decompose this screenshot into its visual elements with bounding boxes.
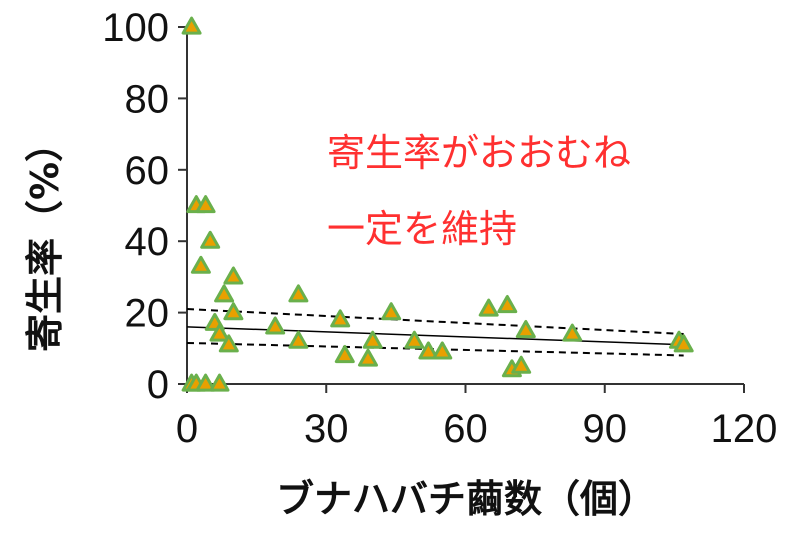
y-tick-label: 20 [125, 292, 170, 336]
y-tick-label: 100 [102, 6, 169, 50]
data-point [223, 266, 244, 285]
data-point [562, 323, 583, 342]
data-point [265, 316, 286, 335]
data-point [330, 309, 351, 328]
y-tick-label: 60 [125, 149, 170, 193]
data-point [515, 320, 536, 339]
data-point [334, 345, 355, 364]
x-tick-label: 30 [304, 407, 349, 451]
data-point [209, 323, 230, 342]
data-point [288, 330, 309, 349]
data-point [673, 334, 694, 353]
data-point [358, 348, 378, 367]
annotation-line-2: 一定を維持 [327, 207, 517, 251]
y-ticks: 0 20 40 60 80 100 [102, 6, 187, 407]
y-tick-label: 40 [125, 220, 170, 264]
data-point [432, 341, 453, 360]
data-point [288, 284, 309, 303]
y-axis-title: 寄生率（%） [23, 124, 67, 352]
data-points [181, 16, 694, 392]
data-point [214, 284, 235, 303]
data-point [478, 298, 499, 317]
x-tick-label: 0 [176, 407, 198, 451]
data-point [511, 355, 532, 374]
data-point [418, 341, 439, 360]
x-tick-label: 60 [443, 407, 488, 451]
x-tick-label: 120 [711, 407, 778, 451]
confidence-upper-line [186, 308, 684, 336]
data-point [209, 373, 230, 392]
y-tick-label: 80 [125, 77, 170, 121]
confidence-lower-line [186, 341, 684, 357]
data-point [195, 373, 216, 392]
data-point [181, 16, 202, 35]
data-point [497, 295, 518, 314]
y-tick-label: 0 [147, 363, 169, 407]
data-point [218, 334, 239, 353]
x-ticks: 0 30 60 90 120 [176, 384, 778, 451]
annotation-line-1: 寄生率がおおむね [327, 131, 631, 175]
data-point [362, 330, 383, 349]
data-point [381, 302, 402, 321]
regression-lines [186, 308, 684, 357]
x-tick-label: 90 [583, 407, 628, 451]
data-point [190, 255, 211, 274]
data-point [223, 302, 244, 321]
x-axis-title: ブナハバチ繭数（個） [276, 477, 656, 521]
data-point [200, 230, 221, 249]
data-point [195, 195, 216, 214]
data-point [404, 330, 425, 349]
